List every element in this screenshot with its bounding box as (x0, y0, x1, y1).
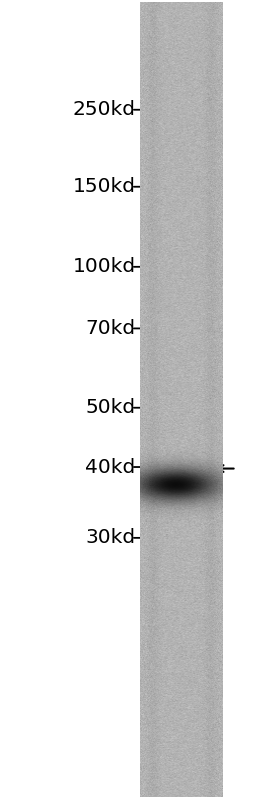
Text: 250kd: 250kd (73, 100, 136, 119)
Text: 40kd: 40kd (85, 458, 136, 476)
Text: 150kd: 150kd (73, 177, 136, 197)
Text: www.ptglabc.com: www.ptglabc.com (157, 332, 172, 475)
Text: 70kd: 70kd (86, 319, 136, 338)
Text: 100kd: 100kd (73, 257, 136, 276)
Text: 50kd: 50kd (86, 398, 136, 417)
Text: 30kd: 30kd (86, 528, 136, 547)
